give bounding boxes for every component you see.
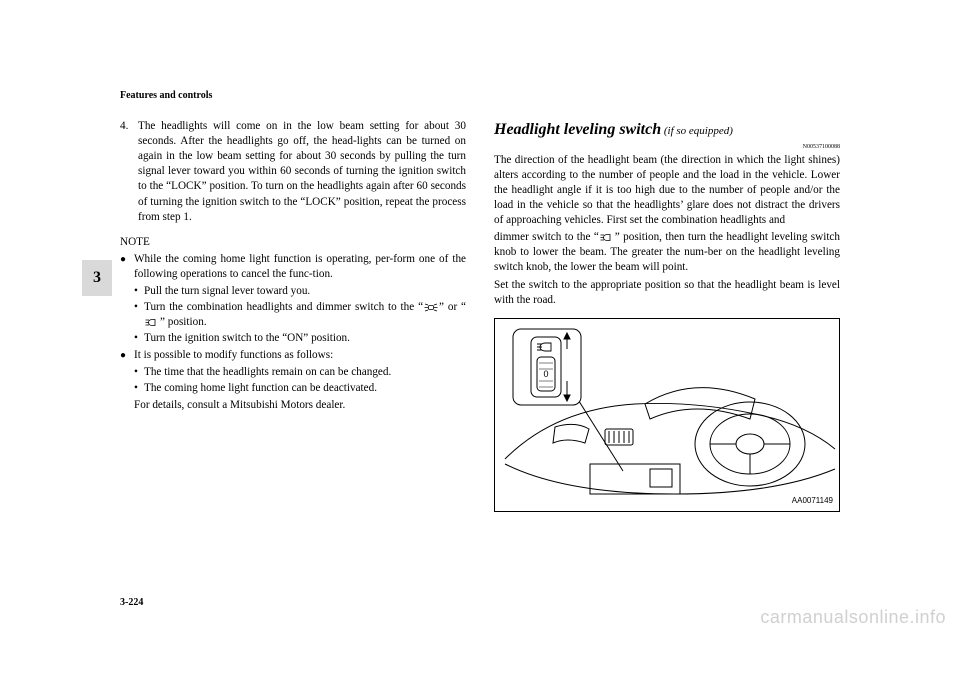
paragraph-3: Set the switch to the appropriate positi… xyxy=(494,278,840,308)
sub-text-post: ” position. xyxy=(160,316,207,328)
heading-row: Headlight leveling switch (if so equippe… xyxy=(494,119,840,141)
step-number: 4. xyxy=(120,119,138,225)
figure-headlight-leveling: 0 AA0071149 xyxy=(494,318,840,512)
section-tab: 3 xyxy=(82,260,112,296)
headlight-icon xyxy=(144,318,160,327)
bullet-2: ● It is possible to modify functions as … xyxy=(120,348,466,363)
section-title-suffix: (if so equipped) xyxy=(661,125,733,137)
para2-pre: dimmer switch to the “ xyxy=(494,231,599,243)
page-header: Features and controls xyxy=(120,90,840,101)
bullet-marker: ● xyxy=(120,348,134,363)
sub-text: Turn the combination headlights and dimm… xyxy=(144,300,466,330)
sub-marker: • xyxy=(134,365,144,380)
bullet-1: ● While the coming home light function i… xyxy=(120,252,466,282)
page-body: Features and controls 4. The headlights … xyxy=(120,90,840,512)
watermark: carmanualsonline.info xyxy=(760,607,946,628)
sub-1a: • Pull the turn signal lever toward you. xyxy=(134,284,466,299)
sub-text: The coming home light function can be de… xyxy=(144,381,466,396)
step-4: 4. The headlights will come on in the lo… xyxy=(120,119,466,225)
sub-2b: • The coming home light function can be … xyxy=(134,381,466,396)
sub-text: The time that the headlights remain on c… xyxy=(144,365,466,380)
sub-marker: • xyxy=(134,381,144,396)
parking-light-icon xyxy=(423,303,439,312)
sub-marker: • xyxy=(134,284,144,299)
sub-marker: • xyxy=(134,331,144,346)
doc-code: N00537100088 xyxy=(494,143,840,151)
sub-marker: • xyxy=(134,300,144,330)
headlight-icon xyxy=(599,233,615,242)
note-label: NOTE xyxy=(120,235,466,250)
bullet-text: It is possible to modify functions as fo… xyxy=(134,348,466,363)
svg-text:0: 0 xyxy=(543,369,548,379)
sub-1b: • Turn the combination headlights and di… xyxy=(134,300,466,330)
final-line: For details, consult a Mitsubishi Motors… xyxy=(134,398,466,413)
bullet-text: While the coming home light function is … xyxy=(134,252,466,282)
bullet-marker: ● xyxy=(120,252,134,282)
sub-text-pre: Turn the combination headlights and dimm… xyxy=(144,301,423,313)
sub-1c: • Turn the ignition switch to the “ON” p… xyxy=(134,331,466,346)
step-text: The headlights will come on in the low b… xyxy=(138,119,466,225)
paragraph-1: The direction of the headlight beam (the… xyxy=(494,153,840,229)
sub-text: Pull the turn signal lever toward you. xyxy=(144,284,466,299)
sub-2a: • The time that the headlights remain on… xyxy=(134,365,466,380)
sub-text: Turn the ignition switch to the “ON” pos… xyxy=(144,331,466,346)
section-title: Headlight leveling switch xyxy=(494,121,661,138)
sub-text-mid: ” or “ xyxy=(439,301,466,313)
left-column: 4. The headlights will come on in the lo… xyxy=(120,119,466,512)
right-column: Headlight leveling switch (if so equippe… xyxy=(494,119,840,512)
columns: 4. The headlights will come on in the lo… xyxy=(120,119,840,512)
paragraph-2: dimmer switch to the “” position, then t… xyxy=(494,230,840,275)
page-number: 3-224 xyxy=(120,597,143,608)
figure-label: AA0071149 xyxy=(792,496,833,507)
dashboard-illustration: 0 xyxy=(495,319,839,511)
